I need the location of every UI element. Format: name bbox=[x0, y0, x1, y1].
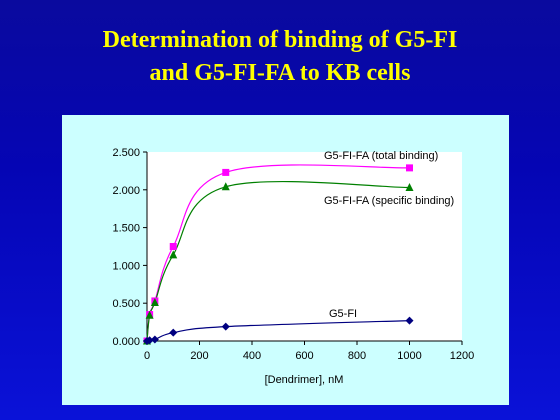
y-tick-label: 1.000 bbox=[112, 260, 140, 272]
data-point-g5-fi bbox=[405, 316, 414, 325]
x-tick-label: 1000 bbox=[397, 350, 421, 362]
x-tick-label: 1200 bbox=[450, 350, 474, 362]
plot-area bbox=[147, 152, 462, 341]
x-tick-label: 400 bbox=[243, 350, 261, 362]
y-tick-label: 2.000 bbox=[112, 185, 140, 197]
y-tick-label: 0.500 bbox=[112, 298, 140, 310]
slide-title: Determination of binding of G5-FI and G5… bbox=[0, 24, 560, 90]
data-point-specific-binding bbox=[405, 183, 414, 192]
chart-panel: 0.000 0.500 1.000 1.500 2.000 2.500 0 200 400 600… bbox=[62, 115, 509, 405]
data-point-specific-binding bbox=[221, 182, 230, 191]
data-point-g5-fi bbox=[221, 322, 230, 331]
data-point-g5-fi bbox=[150, 335, 159, 344]
data-point-total-binding bbox=[169, 243, 177, 250]
y-tick-label: 2.500 bbox=[112, 147, 140, 159]
series-label-total-binding: G5-FI-FA (total binding) bbox=[324, 150, 438, 162]
data-point-g5-fi bbox=[145, 336, 154, 345]
data-point-total-binding bbox=[406, 164, 413, 172]
slide-title-line-1: Determination of binding of G5-FI bbox=[102, 27, 458, 53]
y-tick-label: 1.500 bbox=[112, 223, 140, 235]
series-label-g5-fi: G5-FI bbox=[329, 308, 357, 320]
binding-chart: 0.000 0.500 1.000 1.500 2.000 2.500 0 200 400 600… bbox=[112, 147, 474, 386]
x-tick-label: 600 bbox=[295, 350, 313, 362]
slide-title-line-2: and G5-FI-FA to KB cells bbox=[149, 60, 411, 86]
data-point-total-binding bbox=[222, 168, 230, 176]
x-tick-label: 0 bbox=[144, 350, 150, 362]
data-point-specific-binding bbox=[150, 297, 159, 306]
x-tick-label: 200 bbox=[190, 350, 208, 362]
data-point-g5-fi bbox=[169, 328, 178, 337]
series-label-specific-binding: G5-FI-FA (specific binding) bbox=[324, 195, 454, 207]
data-point-specific-binding bbox=[169, 250, 178, 259]
data-point-specific-binding bbox=[145, 310, 154, 319]
x-axis-title: [Dendrimer], nM bbox=[265, 374, 344, 386]
y-tick-label: 0.000 bbox=[112, 336, 140, 348]
x-tick-label: 800 bbox=[348, 350, 366, 362]
